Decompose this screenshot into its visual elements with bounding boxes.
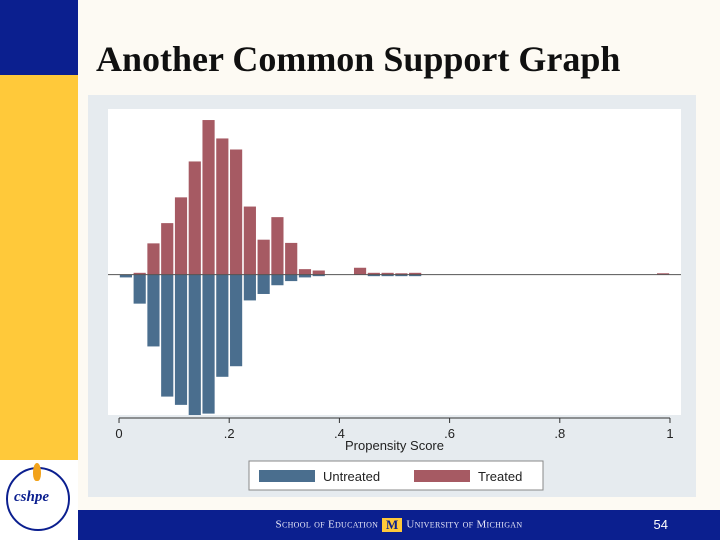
footer-bar: School of Education M University of Mich… xyxy=(78,510,720,540)
footer-university: University of Michigan xyxy=(406,518,523,531)
common-support-chart: 0 .2 .4 .6 .8 1 Propensity Score Untreated Treat… xyxy=(88,95,696,497)
flame-icon xyxy=(33,463,41,481)
untreated-bar xyxy=(381,274,394,277)
footer-school: School of Education xyxy=(275,518,379,531)
untreated-bar xyxy=(161,274,174,397)
untreated-bar xyxy=(395,274,408,277)
chart-container: 0 .2 .4 .6 .8 1 Propensity Score Untreated Treat… xyxy=(88,95,696,497)
treated-bar xyxy=(285,242,298,275)
x-tick-label: .4 xyxy=(334,426,345,441)
treated-bar xyxy=(188,161,201,275)
treated-bar xyxy=(298,269,312,275)
yellow-side-bar xyxy=(0,75,78,460)
treated-bar xyxy=(381,272,394,275)
untreated-bar xyxy=(243,274,256,301)
untreated-bar xyxy=(216,274,229,377)
x-tick-label: .6 xyxy=(444,426,455,441)
treated-bar xyxy=(230,149,243,275)
legend-label-untreated: Untreated xyxy=(323,469,380,484)
treated-bar xyxy=(257,239,270,275)
x-tick-label: 1 xyxy=(666,426,673,441)
treated-bar xyxy=(161,223,174,275)
untreated-bar xyxy=(147,274,160,347)
x-tick-label: .8 xyxy=(554,426,565,441)
blue-corner-block xyxy=(0,0,78,75)
treated-bar xyxy=(202,120,215,275)
treated-bar xyxy=(133,272,146,275)
treated-bar xyxy=(174,197,188,275)
x-tick-label: 0 xyxy=(115,426,122,441)
page-number: 54 xyxy=(653,517,668,532)
x-tick-label: .2 xyxy=(224,426,235,441)
legend-swatch-treated xyxy=(414,470,470,482)
treated-bar xyxy=(367,272,380,275)
untreated-bar xyxy=(188,274,201,415)
untreated-bar xyxy=(133,274,146,304)
treated-bar xyxy=(395,273,408,275)
treated-bar xyxy=(216,138,229,275)
untreated-bar xyxy=(367,274,380,277)
untreated-bar xyxy=(174,274,188,405)
treated-bar xyxy=(243,206,256,275)
untreated-bar xyxy=(298,274,312,278)
untreated-bar xyxy=(202,274,215,414)
treated-bar xyxy=(312,270,325,275)
treated-bar xyxy=(147,243,160,275)
untreated-bar xyxy=(230,274,243,367)
footer-text: School of Education M University of Mich… xyxy=(78,518,720,532)
untreated-bar xyxy=(409,274,422,277)
untreated-bar xyxy=(285,274,298,282)
untreated-bar xyxy=(271,274,284,286)
block-m-icon: M xyxy=(382,518,403,532)
legend-label-treated: Treated xyxy=(478,469,522,484)
untreated-bar xyxy=(257,274,270,294)
x-axis-label: Propensity Score xyxy=(345,438,444,453)
cshpe-logo-text: cshpe xyxy=(14,489,49,505)
legend-swatch-untreated xyxy=(259,470,315,482)
untreated-bar xyxy=(312,274,325,277)
treated-bar xyxy=(657,273,670,275)
treated-bar xyxy=(409,272,422,275)
treated-bar xyxy=(271,217,284,275)
untreated-bar xyxy=(119,274,132,278)
slide-title: Another Common Support Graph xyxy=(96,39,621,79)
treated-bar xyxy=(353,267,367,275)
